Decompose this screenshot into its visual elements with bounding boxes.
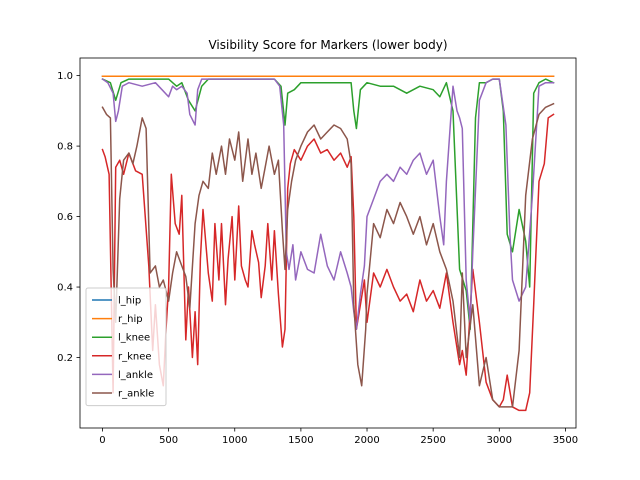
- y-tick-label: 0.8: [57, 142, 73, 153]
- y-axis: 0.2 0.4 0.6 0.8 1.0: [57, 71, 80, 364]
- series-line-r-ankle: [101, 102, 555, 408]
- x-tick-label: 1000: [222, 435, 247, 446]
- plot-area: [79, 57, 577, 429]
- x-tick-label: 2500: [420, 435, 445, 446]
- y-tick-label: 0.6: [57, 212, 73, 223]
- x-tick-label: 1500: [288, 435, 313, 446]
- x-tick-label: 3500: [553, 435, 578, 446]
- y-tick-label: 0.2: [57, 353, 73, 364]
- legend-label-l-hip: l_hip: [118, 296, 141, 307]
- series-line-r-knee: [101, 113, 555, 412]
- plot-frame: [79, 57, 577, 429]
- series-line-l-ankle: [101, 78, 555, 331]
- legend: l_hip r_hip l_knee r_knee l_ankle r_ankle: [85, 287, 167, 407]
- y-tick-label: 1.0: [57, 71, 73, 82]
- x-tick-label: 3000: [487, 435, 512, 446]
- y-tick-label: 0.4: [57, 283, 73, 294]
- legend-label-r-knee: r_knee: [118, 351, 152, 362]
- legend-label-r-hip: r_hip: [118, 314, 143, 325]
- x-tick-label: 500: [159, 435, 178, 446]
- x-tick-label: 0: [99, 435, 105, 446]
- x-tick-label: 2000: [354, 435, 379, 446]
- legend-label-l-knee: l_knee: [118, 333, 150, 344]
- legend-box: [85, 287, 167, 407]
- legend-label-r-ankle: r_ankle: [118, 389, 154, 400]
- chart-title: Visibility Score for Markers (lower body…: [208, 38, 447, 52]
- x-axis: 0 500 1000 1500 2000 2500 3000 3500: [99, 428, 578, 446]
- series-layer: [101, 75, 555, 412]
- legend-label-l-ankle: l_ankle: [118, 370, 153, 381]
